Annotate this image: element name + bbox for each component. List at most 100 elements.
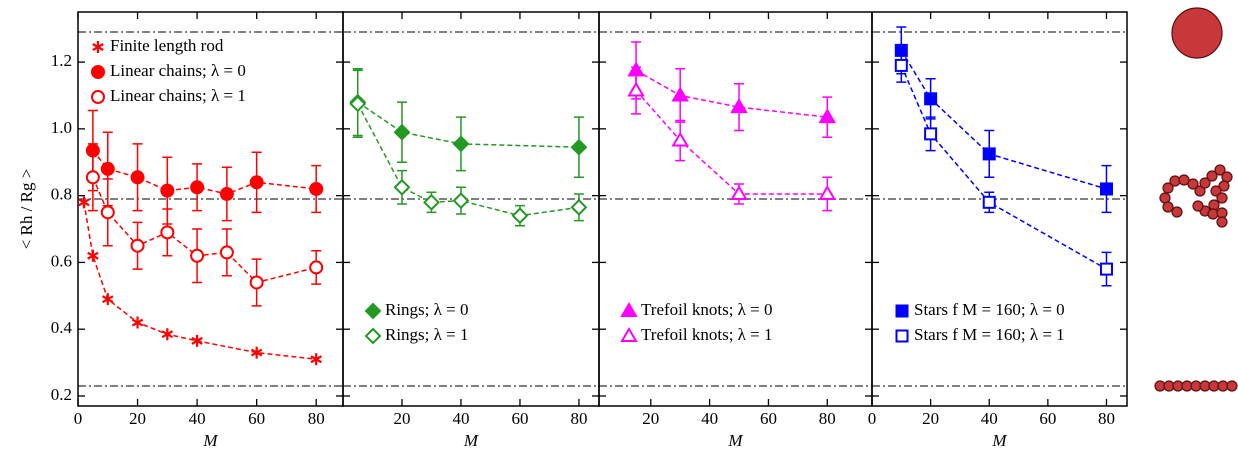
marker: [349, 95, 367, 113]
marker: [671, 86, 689, 102]
x-axis-label: M: [202, 431, 218, 450]
marker: [219, 245, 234, 260]
x-tick-label: 60: [1039, 409, 1056, 428]
marker: [924, 127, 938, 141]
legend-label: Stars f M = 160; λ = 1: [914, 325, 1065, 344]
series-line: [357, 101, 579, 148]
y-tick-label: 1.2: [51, 51, 72, 70]
marker: [130, 170, 145, 185]
marker: [160, 183, 175, 198]
series-line: [635, 89, 828, 195]
y-tick-label: 0.4: [51, 318, 73, 337]
legend-label: Finite length rod: [110, 36, 224, 55]
marker: [452, 192, 470, 210]
marker: [309, 260, 324, 275]
legend-marker: [364, 302, 382, 320]
marker: [671, 131, 689, 147]
x-tick-label: 40: [189, 409, 206, 428]
legend-marker: [91, 90, 105, 104]
marker: [249, 175, 264, 190]
y-axis-label: < Rh / Rg >: [17, 169, 36, 250]
marker: [191, 334, 203, 347]
marker: [730, 184, 748, 200]
sphere-icon: [1171, 7, 1223, 59]
marker: [249, 275, 264, 290]
legend-marker: [895, 329, 909, 343]
marker: [393, 123, 411, 141]
marker: [190, 180, 205, 195]
legend-marker: [895, 304, 909, 318]
marker: [452, 135, 470, 153]
x-tick-label: 60: [511, 409, 528, 428]
legend-label: Stars f M = 160; λ = 0: [914, 300, 1065, 319]
marker: [570, 138, 588, 156]
marker: [190, 248, 205, 263]
plot-frame: [871, 11, 1128, 407]
legend-marker: [620, 327, 638, 342]
series-line: [635, 69, 828, 118]
marker: [310, 353, 322, 366]
x-tick-label: 40: [452, 409, 469, 428]
marker: [1099, 182, 1113, 196]
marker: [924, 92, 938, 106]
marker: [87, 249, 99, 262]
x-tick-label: 20: [642, 409, 659, 428]
series-line: [83, 202, 317, 360]
marker: [309, 181, 324, 196]
marker: [219, 186, 234, 201]
x-tick-label: 80: [308, 409, 325, 428]
marker: [627, 81, 645, 97]
series-line: [900, 65, 1107, 270]
marker: [818, 108, 837, 124]
x-tick-label: 80: [819, 409, 836, 428]
series-line: [92, 176, 317, 284]
x-tick-label: 0: [74, 409, 83, 428]
marker: [393, 178, 411, 196]
x-tick-label: 20: [922, 409, 939, 428]
marker: [85, 170, 100, 185]
marker: [511, 207, 529, 225]
y-tick-label: 0.6: [51, 251, 72, 270]
marker: [161, 328, 174, 341]
legend-label: Trefoil knots; λ = 0: [641, 300, 773, 319]
x-tick-label: 80: [1098, 409, 1115, 428]
x-tick-label: 40: [981, 409, 998, 428]
marker: [131, 316, 144, 329]
x-axis-label: M: [991, 431, 1007, 450]
x-tick-label: 60: [248, 409, 265, 428]
legend-label: Trefoil knots; λ = 1: [641, 325, 773, 344]
marker: [100, 161, 115, 176]
x-axis-label: M: [727, 431, 743, 450]
coil-icon: [1159, 164, 1233, 228]
legend-marker: [620, 302, 638, 317]
legend-label: Linear chains; λ = 0: [110, 61, 246, 80]
x-tick-label: 20: [393, 409, 410, 428]
plot-frame: [342, 11, 600, 407]
x-tick-label: 20: [129, 409, 146, 428]
x-tick-label: 60: [760, 409, 777, 428]
x-tick-label: 40: [701, 409, 718, 428]
legend-marker: [364, 327, 382, 345]
marker: [982, 147, 996, 161]
marker: [100, 205, 115, 220]
x-axis-label: M: [463, 431, 479, 450]
legend-marker: [92, 41, 104, 53]
marker: [423, 193, 440, 211]
y-tick-label: 0.8: [51, 185, 72, 204]
y-tick-label: 0.2: [51, 385, 72, 404]
y-tick-label: 1.0: [51, 118, 72, 137]
marker: [818, 184, 837, 200]
marker: [130, 238, 145, 253]
marker: [102, 293, 114, 306]
marker: [1099, 262, 1113, 276]
marker: [250, 346, 263, 359]
legend-label: Rings; λ = 1: [385, 325, 468, 344]
rod-icon: [1154, 380, 1238, 392]
legend-label: Rings; λ = 0: [385, 300, 468, 319]
marker: [894, 58, 908, 72]
legend-marker: [91, 65, 105, 79]
marker: [78, 196, 90, 209]
marker: [160, 225, 175, 240]
shape-icons: [1154, 7, 1238, 392]
